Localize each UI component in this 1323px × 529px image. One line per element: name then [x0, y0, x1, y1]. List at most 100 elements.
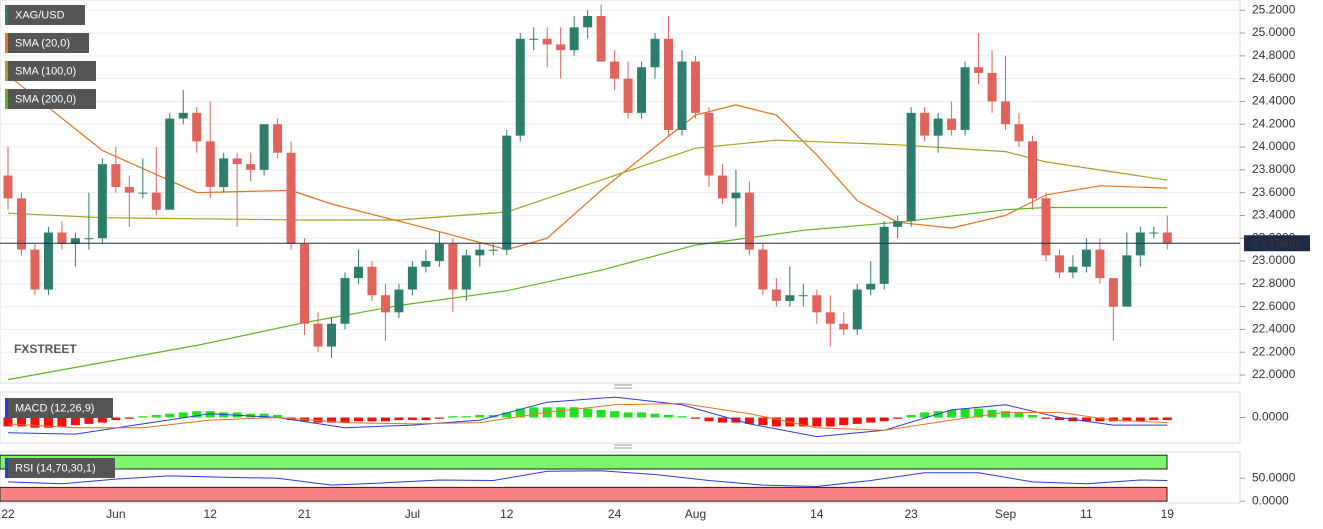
- histogram-bar: [461, 416, 471, 418]
- candle-body: [556, 44, 566, 51]
- panel-handle[interactable]: [614, 384, 632, 449]
- histogram-bar: [1108, 417, 1118, 422]
- histogram-bar: [57, 417, 67, 427]
- legend-swatch: [5, 61, 8, 81]
- histogram-bar: [771, 417, 781, 427]
- candle-body: [879, 226, 889, 284]
- candle-body: [529, 38, 539, 40]
- candle-body: [690, 61, 700, 113]
- histogram-bar: [30, 417, 40, 428]
- y-tick-label: 23.8000: [1252, 162, 1296, 176]
- candle-body: [3, 175, 13, 199]
- x-tick-label: 12: [204, 507, 218, 521]
- y-tick-label: 24.2000: [1252, 116, 1296, 130]
- y-tick-label: 50.0000: [1252, 470, 1296, 484]
- y-tick-label: 24.8000: [1252, 48, 1296, 62]
- y-tick-label: 22.6000: [1252, 299, 1296, 313]
- legend-swatch: [5, 33, 8, 53]
- candle-body: [138, 192, 148, 194]
- legend-box: [5, 5, 85, 25]
- candle-body: [920, 112, 930, 136]
- x-tick-label: 11: [1080, 507, 1093, 521]
- histogram-bar: [569, 407, 579, 418]
- x-tick-label: 19: [1161, 507, 1175, 521]
- histogram-bar: [987, 409, 997, 418]
- candle-body: [866, 283, 876, 290]
- histogram-bar: [798, 417, 808, 427]
- histogram-bar: [744, 417, 754, 424]
- candle-body: [300, 243, 310, 324]
- candle-body: [273, 124, 283, 153]
- histogram-bar: [1001, 411, 1011, 418]
- candle-body: [839, 323, 849, 330]
- histogram-bar: [97, 417, 107, 423]
- candle-body: [852, 289, 862, 330]
- histogram-bar: [812, 417, 822, 427]
- histogram-bar: [1054, 417, 1064, 421]
- overbought-zone: [0, 454, 1168, 470]
- y-tick-label: 24.0000: [1252, 139, 1296, 153]
- y-tick-label: 22.0000: [1252, 367, 1296, 381]
- histogram-bar: [529, 407, 539, 418]
- candle-body: [353, 266, 363, 279]
- candle-body: [43, 232, 53, 290]
- watermark: FXSTREET: [14, 342, 77, 356]
- y-tick-label: 25.0000: [1252, 25, 1296, 39]
- legend-box: [5, 89, 96, 109]
- main-panel: [0, 0, 1241, 384]
- candle-body: [1068, 266, 1078, 273]
- candle-body: [111, 164, 121, 187]
- x-tick-label: Jul: [405, 507, 420, 521]
- candle-body: [677, 61, 687, 130]
- histogram-bar: [421, 417, 431, 421]
- histogram-bar: [1014, 412, 1024, 418]
- histogram-bar: [259, 413, 269, 418]
- candle-body: [124, 186, 134, 193]
- histogram-bar: [165, 413, 175, 418]
- candle-body: [893, 221, 903, 227]
- candle-body: [623, 78, 633, 113]
- histogram-bar: [583, 408, 593, 418]
- x-tick-label: 12: [500, 507, 514, 521]
- histogram-bar: [43, 417, 53, 428]
- y-tick-label: 23.0000: [1252, 253, 1296, 267]
- y-tick-label: 23.6000: [1252, 185, 1296, 199]
- y-tick-label: 0.0000: [1252, 410, 1289, 424]
- candle-body: [475, 249, 485, 256]
- histogram-bar: [273, 414, 283, 418]
- indicator-line: [7, 206, 1168, 381]
- histogram-bar: [1162, 417, 1172, 421]
- candle-body: [286, 152, 296, 244]
- indicator-line: [7, 402, 1168, 431]
- histogram-bar: [1149, 417, 1159, 421]
- histogram-bar: [610, 411, 620, 418]
- histogram-bar: [677, 416, 687, 418]
- last-price-box: [1244, 235, 1310, 252]
- candle-body: [380, 295, 390, 313]
- histogram-bar: [947, 409, 957, 418]
- histogram-bar: [475, 414, 485, 418]
- candle-body: [70, 238, 80, 244]
- candle-body: [987, 72, 997, 102]
- candle-body: [1162, 232, 1172, 244]
- histogram-bar: [502, 412, 512, 418]
- candle-body: [97, 164, 107, 239]
- x-tick-label: 24: [608, 507, 622, 521]
- histogram-bar: [690, 417, 700, 419]
- candle-body: [812, 295, 822, 313]
- histogram-bar: [3, 417, 13, 427]
- candle-body: [1095, 249, 1105, 279]
- candle-body: [165, 118, 175, 210]
- histogram-bar: [637, 412, 647, 418]
- candle-body: [1041, 198, 1051, 256]
- candle-body: [744, 192, 754, 250]
- candle-body: [569, 27, 579, 51]
- candle-body: [1054, 255, 1064, 273]
- histogram-bar: [434, 417, 444, 419]
- x-tick-label: 14: [810, 507, 824, 521]
- candle-body: [1001, 101, 1011, 125]
- histogram-bar: [825, 417, 835, 427]
- indicator-line: [7, 396, 1168, 438]
- candle-body: [758, 249, 768, 290]
